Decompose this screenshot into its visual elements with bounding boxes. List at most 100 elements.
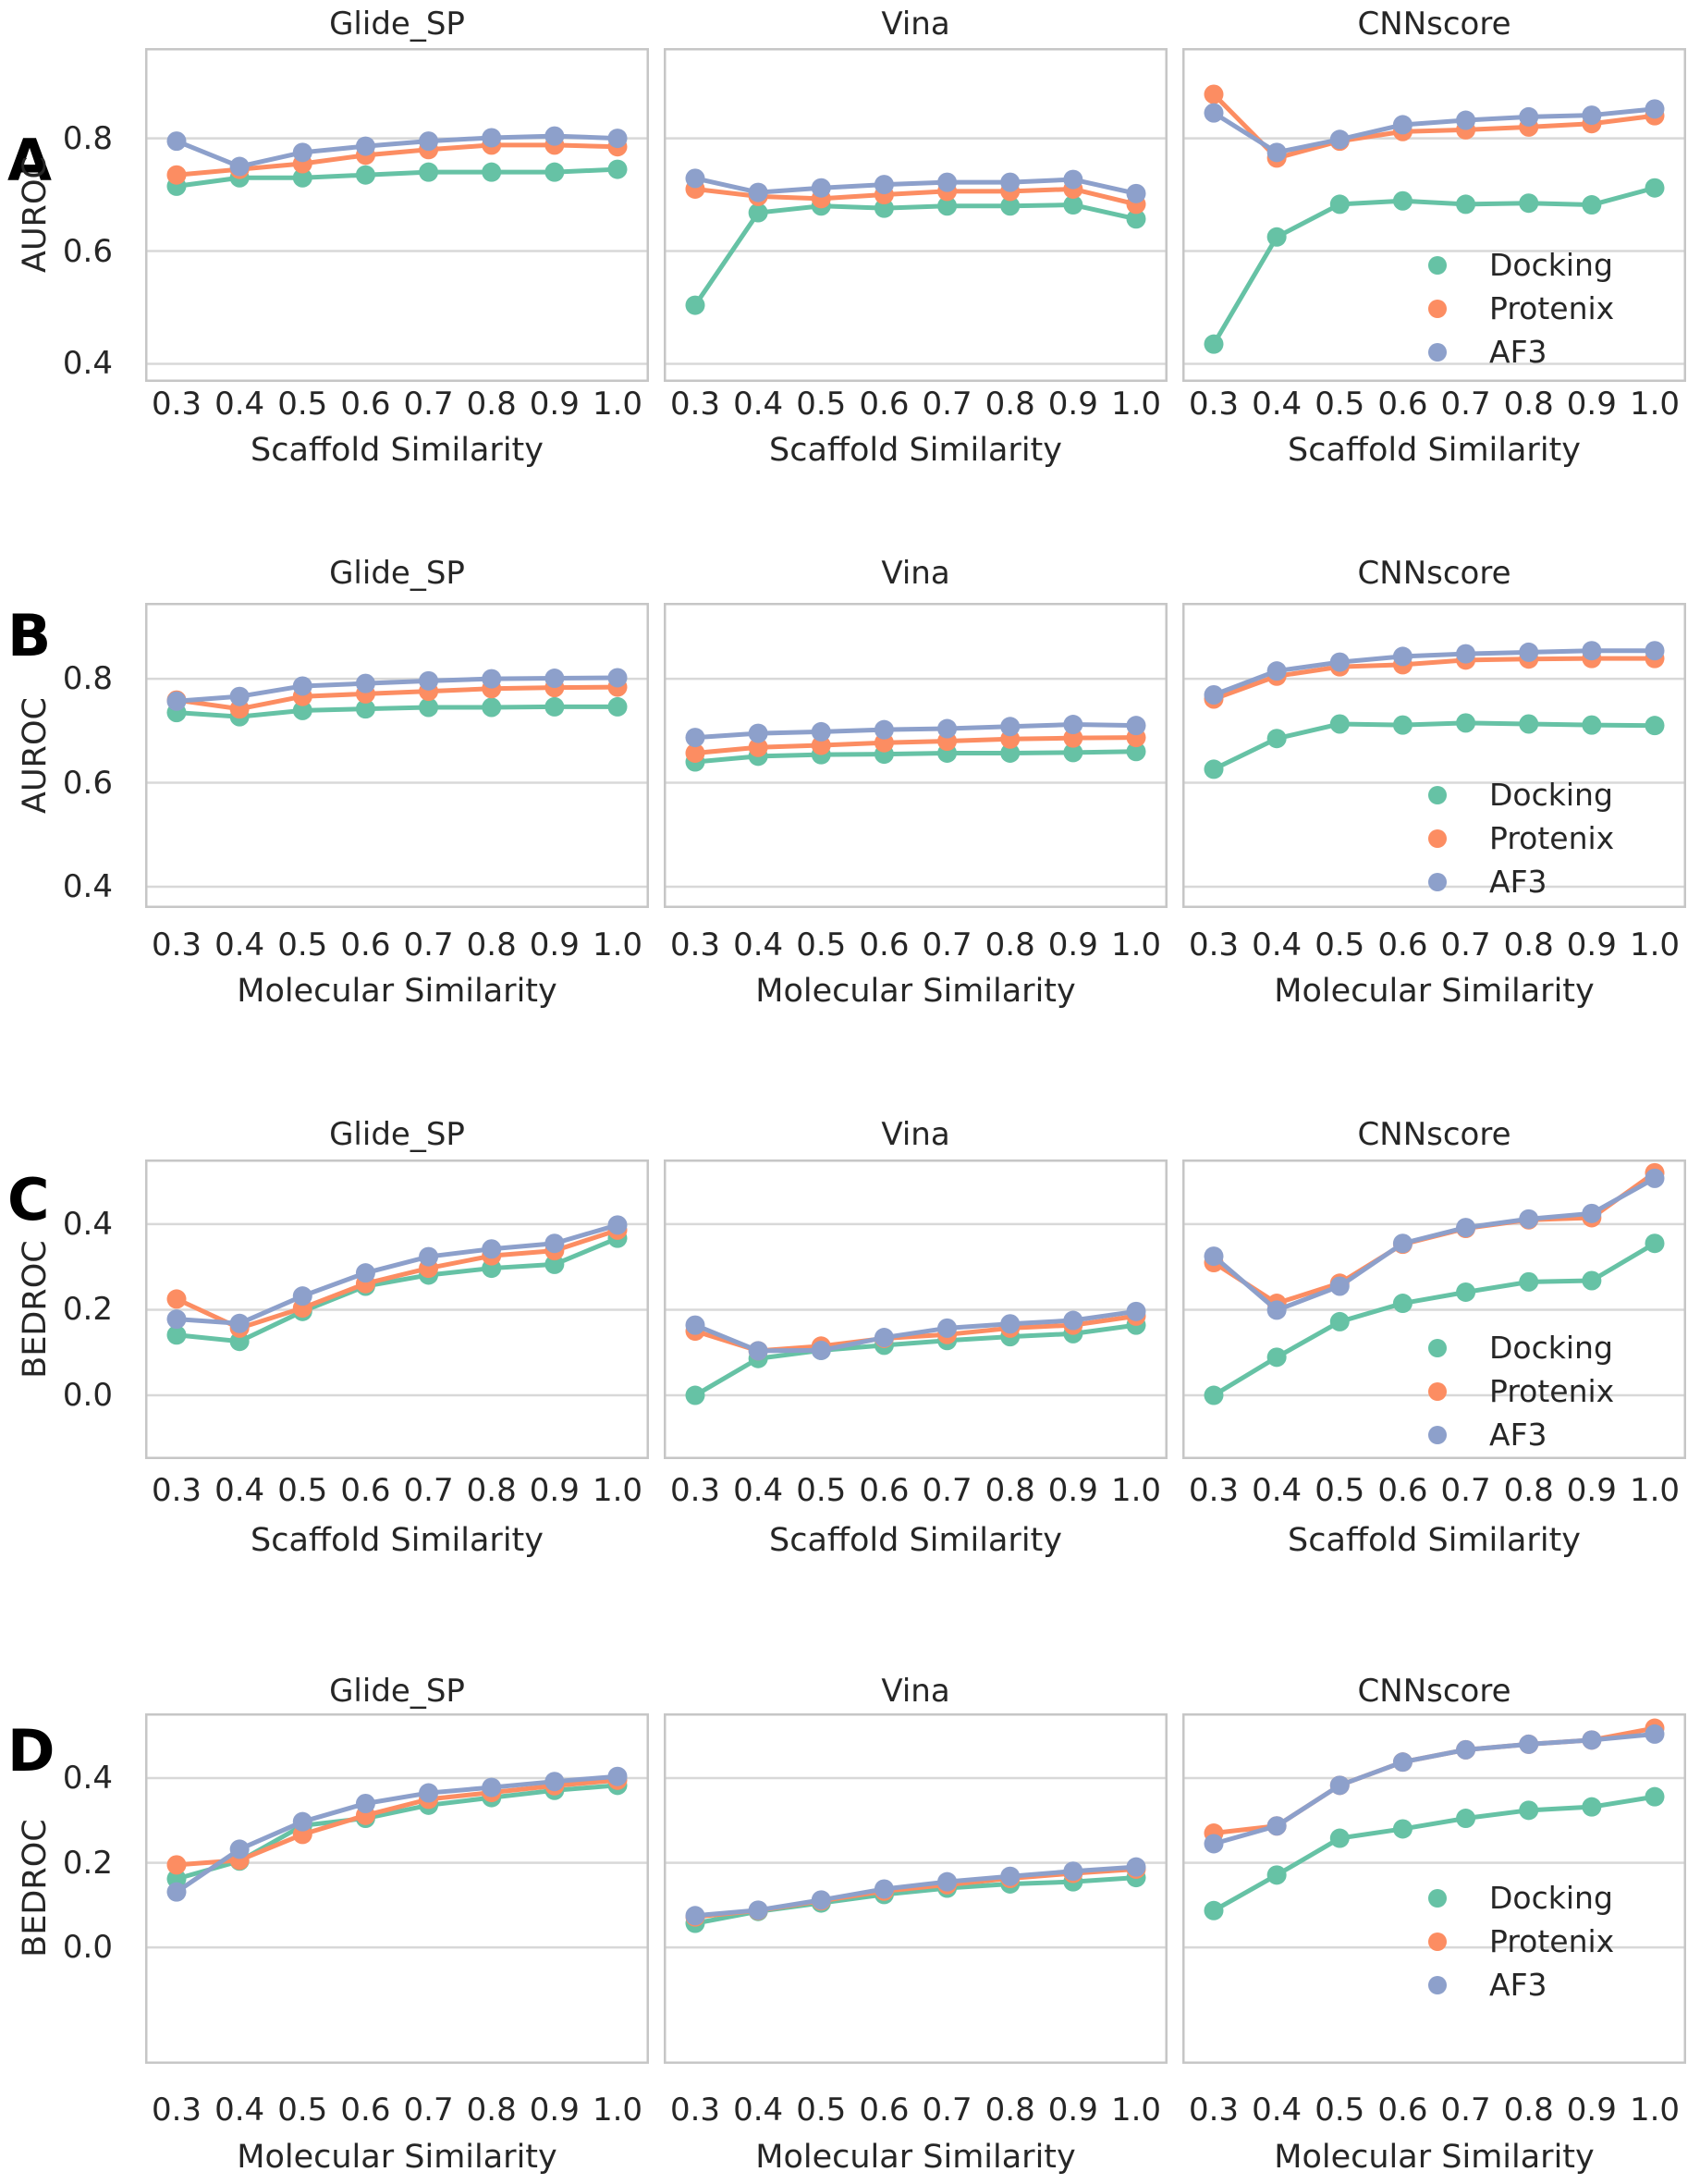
legend-item-docking: Docking bbox=[1428, 243, 1678, 287]
x-tick-label: 0.9 bbox=[1566, 926, 1617, 963]
legend-marker-protenix-icon bbox=[1428, 828, 1447, 848]
panel-d-cnnscore: CNNscore Docking Protenix AF3 0.3 0.4 0.5 0… bbox=[1182, 1668, 1686, 2177]
x-tick-label: 0.8 bbox=[1503, 1472, 1554, 1509]
x-axis-label: Molecular Similarity bbox=[237, 973, 557, 1010]
line-chart-a-vina bbox=[664, 48, 1168, 382]
x-tick-label: 0.3 bbox=[151, 1472, 202, 1509]
x-tick-label: 0.9 bbox=[1047, 1472, 1098, 1509]
x-tick-label: 0.7 bbox=[922, 1472, 972, 1509]
x-tick-label: 0.8 bbox=[1503, 386, 1554, 423]
x-tick-label: 0.6 bbox=[340, 2092, 391, 2129]
x-axis-ticks: 0.3 0.4 0.5 0.6 0.7 0.8 0.9 1.0 bbox=[1182, 2093, 1686, 2127]
x-tick-label: 0.8 bbox=[985, 1472, 1035, 1509]
x-tick-label: 0.7 bbox=[922, 926, 972, 963]
x-tick-label: 0.8 bbox=[1503, 2092, 1554, 2129]
x-tick-label: 1.0 bbox=[1110, 386, 1162, 423]
x-tick-label: 0.5 bbox=[277, 2092, 328, 2129]
x-tick-label: 0.9 bbox=[529, 2092, 580, 2129]
y-tick-label: 0.4 bbox=[62, 867, 113, 905]
x-tick-label: 1.0 bbox=[1629, 1472, 1681, 1509]
x-tick-label: 0.7 bbox=[1440, 1472, 1491, 1509]
legend-marker-docking-icon bbox=[1428, 255, 1447, 275]
x-tick-label: 0.4 bbox=[733, 2092, 784, 2129]
x-tick-label: 0.5 bbox=[277, 386, 328, 423]
line-chart-d-glide-sp bbox=[145, 1713, 649, 2064]
y-tick-label: 0.4 bbox=[62, 1205, 113, 1243]
line-chart-b-cnnscore bbox=[1182, 603, 1686, 908]
x-tick-label: 0.6 bbox=[340, 926, 391, 963]
plot-area bbox=[145, 48, 649, 382]
x-tick-label: 0.5 bbox=[1315, 2092, 1365, 2129]
x-tick-label: 1.0 bbox=[1110, 2092, 1162, 2129]
chart-title: Vina bbox=[881, 1116, 950, 1153]
x-tick-label: 0.9 bbox=[1047, 926, 1098, 963]
legend-item-protenix: Protenix bbox=[1428, 287, 1678, 330]
x-tick-label: 0.5 bbox=[796, 2092, 847, 2129]
x-tick-label: 0.8 bbox=[1503, 926, 1554, 963]
x-tick-label: 0.4 bbox=[214, 2092, 265, 2129]
x-axis-label: Scaffold Similarity bbox=[1288, 1522, 1581, 1559]
panel-d-glide-sp: Glide_SP 0.3 0.4 0.5 0.6 0.7 0.8 0.9 1.0 Molecu… bbox=[145, 1668, 649, 2177]
line-chart-d-vina bbox=[664, 1713, 1168, 2064]
legend-label-docking: Docking bbox=[1489, 777, 1613, 813]
x-tick-label: 1.0 bbox=[1629, 926, 1681, 963]
chart-title: Vina bbox=[881, 555, 950, 592]
legend-item-af3: AF3 bbox=[1428, 1963, 1678, 2006]
x-axis-ticks: 0.3 0.4 0.5 0.6 0.7 0.8 0.9 1.0 bbox=[145, 1474, 649, 1507]
chart-title: Glide_SP bbox=[329, 1672, 465, 1710]
chart-title: CNNscore bbox=[1357, 6, 1511, 43]
x-axis-label: Scaffold Similarity bbox=[769, 1522, 1062, 1559]
legend-label-protenix: Protenix bbox=[1489, 1923, 1615, 1959]
line-chart-b-vina bbox=[664, 603, 1168, 908]
x-tick-label: 0.3 bbox=[151, 926, 202, 963]
legend-label-docking: Docking bbox=[1489, 247, 1613, 283]
row-letter-c: C bbox=[7, 1166, 50, 1233]
panel-a-vina: Vina 0.3 0.4 0.5 0.6 0.7 0.8 0.9 1.0 Scaffold S… bbox=[664, 0, 1168, 470]
x-tick-label: 0.8 bbox=[466, 386, 517, 423]
x-tick-label: 0.6 bbox=[340, 386, 391, 423]
y-tick-label: 0.0 bbox=[62, 1929, 113, 1967]
x-axis-ticks: 0.3 0.4 0.5 0.6 0.7 0.8 0.9 1.0 bbox=[664, 1474, 1168, 1507]
x-tick-label: 0.6 bbox=[1377, 386, 1428, 423]
x-tick-label: 1.0 bbox=[1110, 1472, 1162, 1509]
plot-area: Docking Protenix AF3 bbox=[1182, 48, 1686, 382]
x-tick-label: 0.7 bbox=[922, 2092, 972, 2129]
x-tick-label: 0.7 bbox=[403, 926, 454, 963]
x-tick-label: 0.7 bbox=[403, 2092, 454, 2129]
panel-b-vina: Vina 0.3 0.4 0.5 0.6 0.7 0.8 0.9 1.0 Molecular … bbox=[664, 544, 1168, 1011]
x-tick-label: 0.5 bbox=[1315, 1472, 1365, 1509]
panel-a-glide-sp: Glide_SP 0.3 0.4 0.5 0.6 0.7 0.8 0.9 1.0 Scaffo… bbox=[145, 0, 649, 470]
x-tick-label: 0.5 bbox=[796, 386, 847, 423]
legend-marker-protenix-icon bbox=[1428, 1932, 1447, 1951]
x-tick-label: 0.9 bbox=[1047, 2092, 1098, 2129]
x-axis-label: Molecular Similarity bbox=[237, 2139, 557, 2176]
y-axis-ticks-c: 0.0 0.2 0.4 bbox=[0, 1159, 113, 1459]
line-chart-d-cnnscore bbox=[1182, 1713, 1686, 2064]
chart-title: CNNscore bbox=[1357, 1672, 1511, 1710]
legend-label-af3: AF3 bbox=[1489, 1417, 1547, 1453]
plot-area bbox=[664, 48, 1168, 382]
x-tick-label: 0.4 bbox=[1252, 1472, 1303, 1509]
legend-item-af3: AF3 bbox=[1428, 860, 1678, 903]
row-letter-a: A bbox=[7, 127, 52, 194]
x-axis-ticks: 0.3 0.4 0.5 0.6 0.7 0.8 0.9 1.0 bbox=[664, 387, 1168, 421]
x-tick-label: 0.3 bbox=[1188, 386, 1240, 423]
x-axis-label: Molecular Similarity bbox=[755, 2139, 1076, 2176]
x-axis-ticks: 0.3 0.4 0.5 0.6 0.7 0.8 0.9 1.0 bbox=[1182, 928, 1686, 962]
legend-marker-protenix-icon bbox=[1428, 1381, 1447, 1401]
legend-marker-docking-icon bbox=[1428, 785, 1447, 804]
x-axis-label: Molecular Similarity bbox=[1274, 2139, 1595, 2176]
chart-title: Vina bbox=[881, 6, 950, 43]
x-tick-label: 0.6 bbox=[340, 1472, 391, 1509]
plot-area bbox=[664, 603, 1168, 908]
panel-c-vina: Vina 0.3 0.4 0.5 0.6 0.7 0.8 0.9 1.0 Scaffold S… bbox=[664, 1110, 1168, 1560]
plot-area bbox=[664, 1713, 1168, 2064]
plot-area: Docking Protenix AF3 bbox=[1182, 603, 1686, 908]
y-tick-label: 0.6 bbox=[62, 764, 113, 802]
x-tick-label: 0.9 bbox=[529, 1472, 580, 1509]
chart-title: Vina bbox=[881, 1672, 950, 1710]
legend-marker-af3-icon bbox=[1428, 342, 1447, 362]
line-chart-b-glide-sp bbox=[145, 603, 649, 908]
x-tick-label: 0.9 bbox=[1566, 386, 1617, 423]
legend-label-protenix: Protenix bbox=[1489, 290, 1615, 326]
